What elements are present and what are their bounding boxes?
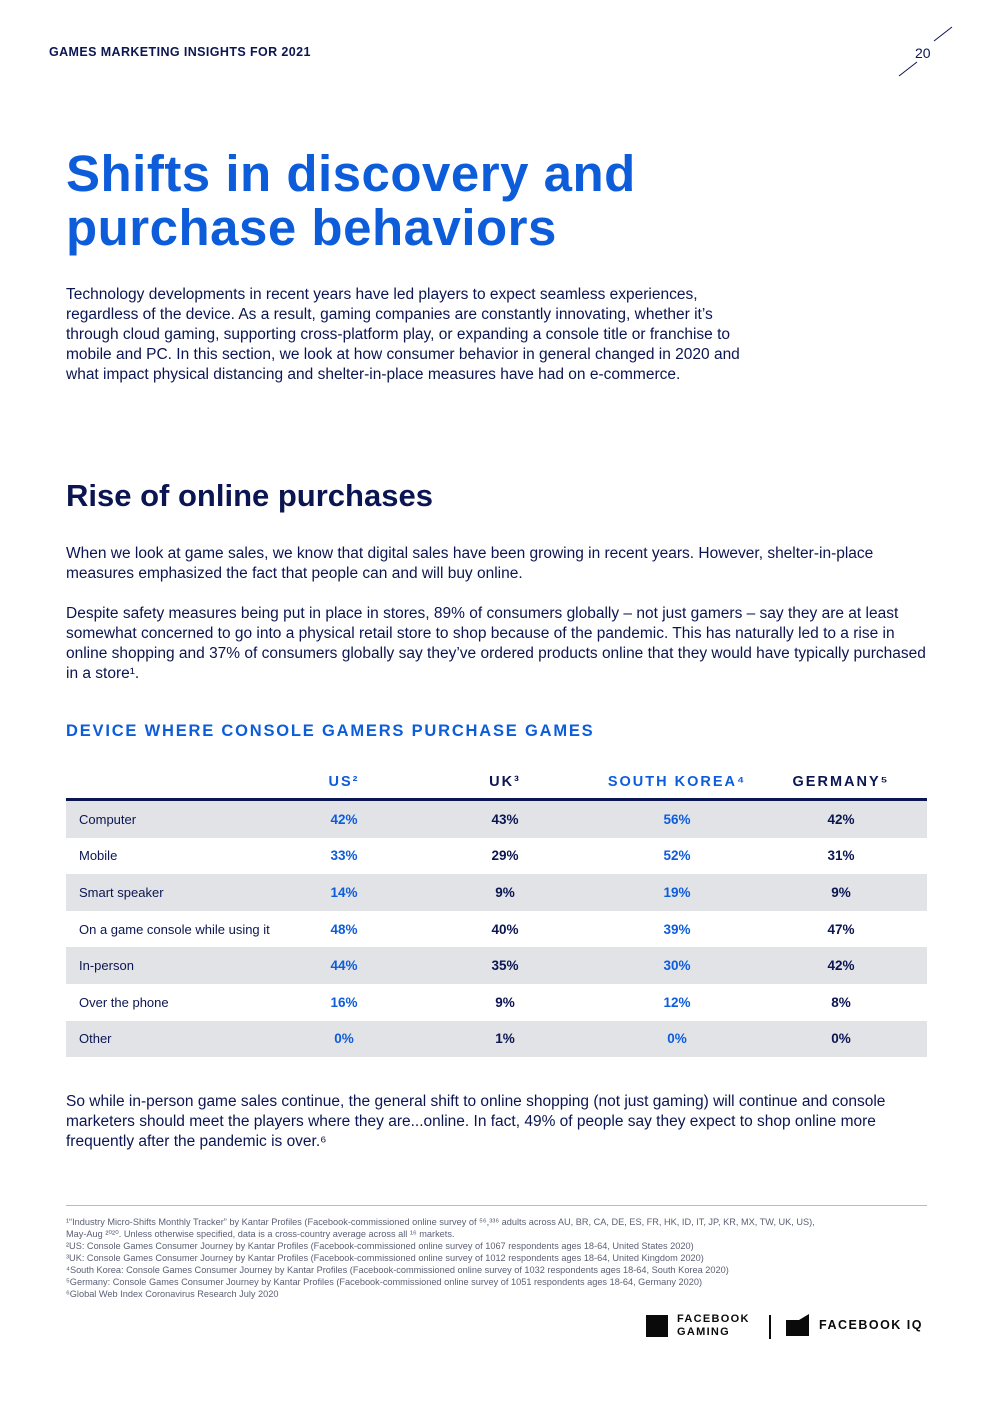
cell-uk: 29% (491, 848, 519, 864)
section-title: Rise of online purchases (66, 478, 433, 513)
page-number: 20 (915, 45, 931, 61)
column-header-us: US² (328, 774, 360, 790)
cell-germany: 31% (827, 848, 855, 864)
facebook-iq-logo: FACEBOOK IQ (786, 1314, 923, 1336)
row-label: Smart speaker (79, 884, 164, 900)
column-header-germany: GERMANY⁵ (792, 774, 890, 790)
footnotes: ¹“Industry Micro-Shifts Monthly Tracker”… (66, 1216, 936, 1300)
table-row: Other 0% 1% 0% 0% (66, 1020, 927, 1058)
column-header-uk: UK³ (489, 774, 521, 790)
footnote-divider (66, 1205, 927, 1206)
page-title: Shifts in discovery and purchase behavio… (66, 145, 636, 256)
footnote: ³UK: Console Games Consumer Journey by K… (66, 1253, 704, 1263)
footnote: May-Aug ²⁰²⁰. Unless otherwise specified… (66, 1229, 455, 1239)
column-header-south-korea: SOUTH KOREA⁴ (607, 774, 747, 790)
facebook-gaming-logo: FACEBOOK GAMING (646, 1313, 750, 1339)
cell-south-korea: 12% (663, 994, 691, 1010)
table-row: Mobile 33% 29% 52% 31% (66, 838, 927, 875)
row-label: In-person (79, 958, 134, 974)
cell-uk: 9% (495, 884, 515, 900)
cell-us: 44% (330, 958, 358, 974)
table-row: Computer 42% 43% 56% 42% (66, 801, 927, 838)
cell-south-korea: 30% (663, 958, 691, 974)
facebook-gaming-logo-text: FACEBOOK GAMING (677, 1313, 750, 1339)
cell-uk: 43% (491, 811, 519, 827)
cell-us: 42% (330, 811, 358, 827)
footnote: ⁶Global Web Index Coronavirus Research J… (66, 1289, 279, 1299)
row-label: Computer (79, 811, 137, 827)
cell-uk: 1% (495, 1031, 515, 1047)
cell-south-korea: 52% (663, 848, 691, 864)
table-row: Over the phone 16% 9% 12% 8% (66, 984, 927, 1021)
cell-south-korea: 0% (667, 1031, 687, 1047)
facebook-gaming-logo-icon (646, 1315, 668, 1337)
footnote: ¹“Industry Micro-Shifts Monthly Tracker”… (66, 1217, 815, 1227)
cell-us: 14% (330, 884, 358, 900)
cell-uk: 40% (491, 921, 519, 937)
cell-us: 0% (334, 1031, 354, 1047)
row-label: Over the phone (79, 994, 169, 1010)
table-row: In-person 44% 35% 30% 42% (66, 947, 927, 984)
logo-line-1: FACEBOOK (677, 1313, 750, 1325)
cell-germany: 0% (831, 1031, 851, 1047)
row-label: Other (79, 1031, 112, 1047)
cell-us: 33% (330, 848, 358, 864)
table-header-spacer (66, 766, 277, 798)
cell-uk: 35% (491, 958, 519, 974)
cell-germany: 42% (827, 811, 855, 827)
purchase-device-table: US² UK³ SOUTH KOREA⁴ GERMANY⁵ Computer 4… (66, 766, 927, 1058)
cell-south-korea: 56% (663, 811, 691, 827)
table-row: Smart speaker 14% 9% 19% 9% (66, 874, 927, 911)
table-title: DEVICE WHERE CONSOLE GAMERS PURCHASE GAM… (66, 722, 595, 740)
cell-germany: 8% (831, 994, 851, 1010)
cell-south-korea: 39% (663, 921, 691, 937)
cell-germany: 47% (827, 921, 855, 937)
table-row: On a game console while using it 48% 40%… (66, 911, 927, 948)
table-header-row: US² UK³ SOUTH KOREA⁴ GERMANY⁵ (66, 766, 927, 801)
facebook-iq-logo-text: FACEBOOK IQ (819, 1318, 924, 1332)
facebook-iq-logo-icon (786, 1314, 809, 1336)
logo-separator (769, 1315, 771, 1339)
cell-south-korea: 19% (663, 884, 691, 900)
body-paragraph-2: Despite safety measures being put in pla… (66, 605, 926, 682)
running-header: GAMES MARKETING INSIGHTS FOR 2021 (49, 45, 311, 59)
row-label: On a game console while using it (79, 921, 270, 937)
intro-paragraph: Technology developments in recent years … (66, 286, 740, 383)
body-paragraph-1: When we look at game sales, we know that… (66, 545, 874, 582)
cell-us: 16% (330, 994, 358, 1010)
cell-us: 48% (330, 921, 358, 937)
cell-germany: 9% (831, 884, 851, 900)
row-label: Mobile (79, 848, 118, 864)
corner-slash-decoration (898, 26, 953, 77)
footnote: ⁴South Korea: Console Games Consumer Jou… (66, 1265, 729, 1275)
logo-line-2: GAMING (677, 1326, 731, 1338)
footnote: ²US: Console Games Consumer Journey by K… (66, 1241, 694, 1251)
cell-germany: 42% (827, 958, 855, 974)
body-paragraph-3: So while in-person game sales continue, … (66, 1093, 886, 1150)
footnote: ⁵Germany: Console Games Consumer Journey… (66, 1277, 703, 1287)
cell-uk: 9% (495, 994, 515, 1010)
